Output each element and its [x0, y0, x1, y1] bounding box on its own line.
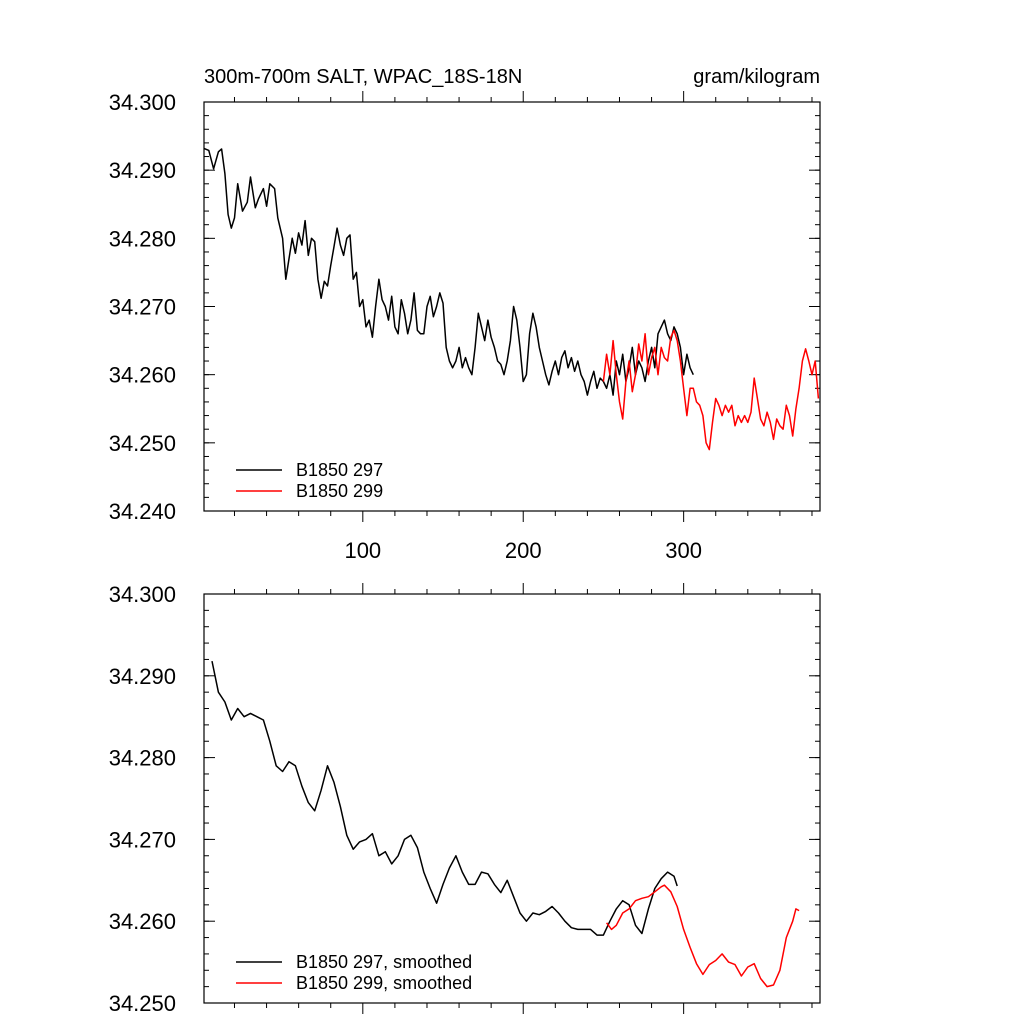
bottom-legend: B1850 297, smoothed B1850 299, smoothed: [236, 952, 472, 993]
bottom-plot-frame: [203, 593, 821, 1004]
bottom-series-lines: [211, 660, 800, 988]
top-legend: B1850 297 B1850 299: [236, 460, 383, 501]
legend-label-297: B1850 297: [296, 460, 383, 480]
y-tick-label: 34.300: [109, 90, 176, 115]
y-tick-label: 34.290: [109, 158, 176, 183]
y-tick-label: 34.260: [109, 909, 176, 934]
y-tick-label: 34.280: [109, 746, 176, 771]
series-line-b1850-297: [203, 147, 694, 396]
top-plot-frame: [203, 101, 821, 512]
chart-title: 300m-700m SALT, WPAC_18S-18N: [204, 66, 522, 88]
y-tick-label: 34.260: [109, 363, 176, 388]
series-line-b1850-299-smoothed: [605, 884, 800, 988]
series-line-b1850-297-smoothed: [211, 660, 678, 936]
top-series-lines: [203, 147, 820, 451]
legend-label-297-smoothed: B1850 297, smoothed: [296, 952, 472, 972]
y-tick-label: 34.270: [109, 295, 176, 320]
y-tick-label: 34.240: [109, 499, 176, 524]
x-tick-label: 100: [344, 538, 381, 563]
y-tick-label: 34.280: [109, 226, 176, 251]
x-tick-label: 300: [665, 538, 702, 563]
top-panel: 300m-700m SALT, WPAC_18S-18N gram/kilogr…: [109, 66, 821, 563]
legend-label-299: B1850 299: [296, 481, 383, 501]
bottom-axes-ticks: 34.250 34.260 34.270 34.280 34.290 34.300: [109, 582, 820, 1016]
y-tick-label: 34.300: [109, 582, 176, 607]
series-line-b1850-299: [602, 329, 820, 451]
bottom-panel: 34.250 34.260 34.270 34.280 34.290 34.300 B18…: [109, 582, 821, 1016]
top-axes-ticks: 34.240 34.250 34.260 34.270 34.280 34.290 34.3…: [109, 90, 820, 563]
y-tick-label: 34.250: [109, 991, 176, 1016]
y-tick-label: 34.270: [109, 827, 176, 852]
y-tick-label: 34.250: [109, 431, 176, 456]
legend-label-299-smoothed: B1850 299, smoothed: [296, 973, 472, 993]
units-label: gram/kilogram: [693, 66, 820, 88]
y-tick-label: 34.290: [109, 664, 176, 689]
x-tick-label: 200: [505, 538, 542, 563]
